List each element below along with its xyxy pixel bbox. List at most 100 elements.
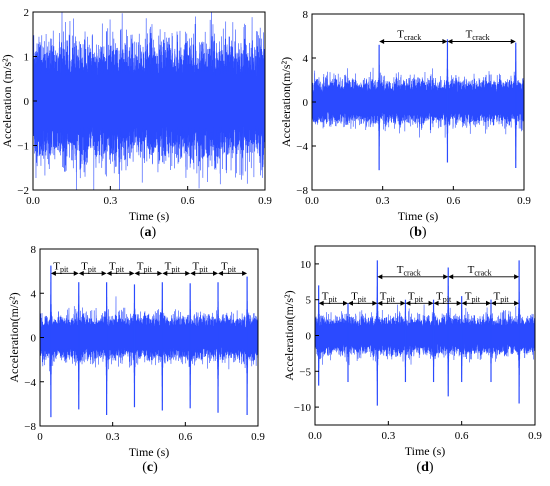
interval-label: Tpit [351, 290, 367, 304]
y-tick-label: 4 [31, 288, 37, 300]
interval-label: Tpit [193, 260, 209, 274]
chart-panel-a: 0.0 0.3 0.6 0.9 −2 −1 0 1 2 Time (s) Acceleration … [0, 7, 272, 240]
x-axis-label: Time (s) [405, 444, 446, 458]
interval-label: Tpit [380, 290, 396, 304]
arrowhead-right [129, 270, 135, 276]
panel-caption: (c) [142, 460, 158, 475]
x-tick-label: 0.9 [528, 430, 542, 442]
y-tick-label: −8 [24, 421, 36, 433]
arrowhead-right [157, 270, 163, 276]
arrowhead-right [443, 274, 449, 280]
arrowhead-left [162, 270, 168, 276]
signal-envelope [33, 12, 265, 190]
interval-label: Tcrack [397, 29, 421, 43]
y-tick-label: −8 [296, 185, 308, 197]
arrowhead-left [50, 270, 56, 276]
x-tick-label: 0.3 [106, 431, 120, 443]
interval-label: Tpit [436, 290, 452, 304]
y-tick-label: −4 [24, 377, 36, 389]
signal-envelope [312, 46, 524, 165]
y-tick-label: 1 [24, 52, 30, 64]
interval-annotation-crack: Tcrack [447, 29, 516, 44]
x-tick-label: 0.6 [446, 195, 460, 207]
x-tick-label: 0.9 [258, 195, 272, 207]
interval-annotation-pit: Tpit [405, 290, 434, 306]
x-tick-label: 0.0 [305, 195, 319, 207]
arrowhead-right [514, 274, 520, 280]
arrowhead-left [318, 300, 324, 306]
interval-label: Tpit [137, 260, 153, 274]
y-tick-label: 10 [300, 259, 312, 271]
arrowhead-right [442, 39, 448, 44]
interval-annotation-pit: Tpit [433, 290, 462, 306]
x-tick-label: 0.6 [181, 195, 195, 207]
arrowhead-right [486, 300, 491, 306]
interval-label: Tpit [221, 260, 237, 274]
interval-annotation-pit: Tpit [50, 260, 79, 276]
interval-annotation-crack: Tcrack [379, 29, 448, 44]
arrowhead-left [491, 300, 496, 306]
arrowhead-right [213, 270, 219, 276]
y-tick-label: 0 [24, 96, 30, 108]
arrowhead-left [433, 300, 439, 306]
interval-annotation-pit: Tpit [106, 260, 135, 276]
y-tick-label: 2 [24, 7, 30, 19]
chart-panel-c: 0 0.3 0.6 0.9 −8 −4 0 4 8 Time (s) Acceleration(m/… [7, 244, 265, 475]
panel-caption: (d) [416, 460, 433, 475]
interval-label: Tcrack [397, 264, 421, 278]
x-tick-label: 0.3 [376, 195, 390, 207]
arrowhead-right [73, 270, 79, 276]
arrowhead-right [510, 39, 516, 44]
y-tick-label: −5 [299, 366, 311, 378]
x-tick-label: 0.3 [381, 430, 395, 442]
interval-label: Tcrack [468, 264, 492, 278]
y-axis-label: Acceleration(m/s²) [282, 290, 296, 380]
arrowhead-left [447, 39, 453, 44]
arrowhead-right [514, 300, 520, 306]
interval-annotation-crack: Tcrack [448, 264, 520, 280]
x-tick-label: 0 [37, 431, 43, 443]
y-tick-label: 0 [306, 331, 312, 343]
interval-label: Tpit [493, 290, 509, 304]
interval-label: Tpit [322, 290, 338, 304]
interval-label: Tpit [465, 290, 481, 304]
x-tick-label: 0.6 [178, 431, 192, 443]
interval-annotation-crack: Tcrack [377, 264, 449, 280]
arrowhead-left [106, 270, 112, 276]
x-tick-label: 0.9 [517, 195, 531, 207]
arrowhead-right [372, 300, 378, 306]
y-tick-label: −10 [294, 402, 312, 414]
arrowhead-left [134, 270, 140, 276]
y-axis-label: Acceleration (m/s²) [0, 54, 14, 147]
interval-annotation-pit: Tpit [461, 290, 491, 306]
interval-annotation-pit: Tpit [218, 260, 248, 276]
x-tick-label: 0.0 [308, 430, 322, 442]
interval-label: Tpit [81, 260, 97, 274]
chart-panel-b: 0.0 0.3 0.6 0.9 −8 −4 0 4 8 Time (s) Acceleration(… [279, 9, 531, 240]
interval-label: Tpit [408, 290, 424, 304]
arrowhead-left [405, 300, 411, 306]
x-axis-label: Time (s) [129, 209, 170, 223]
arrowhead-left [348, 300, 353, 306]
arrowhead-left [377, 300, 383, 306]
interval-label: Tpit [165, 260, 181, 274]
interval-annotation-pit: Tpit [348, 290, 378, 306]
panel-caption: (a) [140, 225, 157, 240]
arrowhead-left [218, 270, 224, 276]
arrowhead-left [379, 39, 385, 44]
interval-annotation-pit: Tpit [162, 260, 191, 276]
arrowhead-right [456, 300, 462, 306]
interval-annotation-pit: Tpit [190, 260, 219, 276]
interval-label: Tpit [109, 260, 125, 274]
arrowhead-left [377, 274, 383, 280]
signal-envelope [40, 265, 258, 418]
y-tick-label: −2 [17, 185, 29, 197]
x-tick-label: 0.9 [251, 431, 265, 443]
interval-annotation-pit: Tpit [134, 260, 163, 276]
panel-caption: (b) [409, 225, 426, 240]
arrowhead-left [190, 270, 196, 276]
x-axis-label: Time (s) [129, 445, 170, 459]
chart-panel-d: 0.0 0.3 0.6 0.9 −10 −5 0 5 10 Time (s) Acceleratio… [282, 245, 542, 475]
y-tick-label: 0 [31, 333, 37, 345]
